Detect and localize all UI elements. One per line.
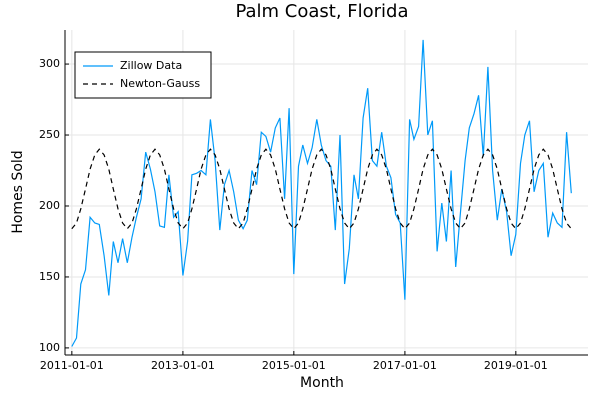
y-tick-label: 150: [39, 270, 60, 283]
y-tick-label: 200: [39, 199, 60, 212]
y-tick-label: 300: [39, 57, 60, 70]
legend-label: Newton-Gauss: [120, 77, 200, 90]
legend-label: Zillow Data: [120, 59, 182, 72]
chart-title: Palm Coast, Florida: [235, 1, 408, 22]
y-tick-label: 250: [39, 128, 60, 141]
x-tick-label: 2015-01-01: [262, 359, 326, 372]
x-tick-label: 2011-01-01: [40, 359, 104, 372]
x-tick-label: 2013-01-01: [151, 359, 215, 372]
y-axis-label: Homes Sold: [10, 150, 26, 233]
series-line: [71, 39, 572, 347]
y-tick-label: 100: [39, 341, 60, 354]
series-line: [71, 148, 572, 230]
x-axis-label: Month: [300, 375, 344, 391]
x-tick-label: 2017-01-01: [373, 359, 437, 372]
legend-box: [74, 51, 212, 99]
x-tick-label: 2019-01-01: [484, 359, 548, 372]
